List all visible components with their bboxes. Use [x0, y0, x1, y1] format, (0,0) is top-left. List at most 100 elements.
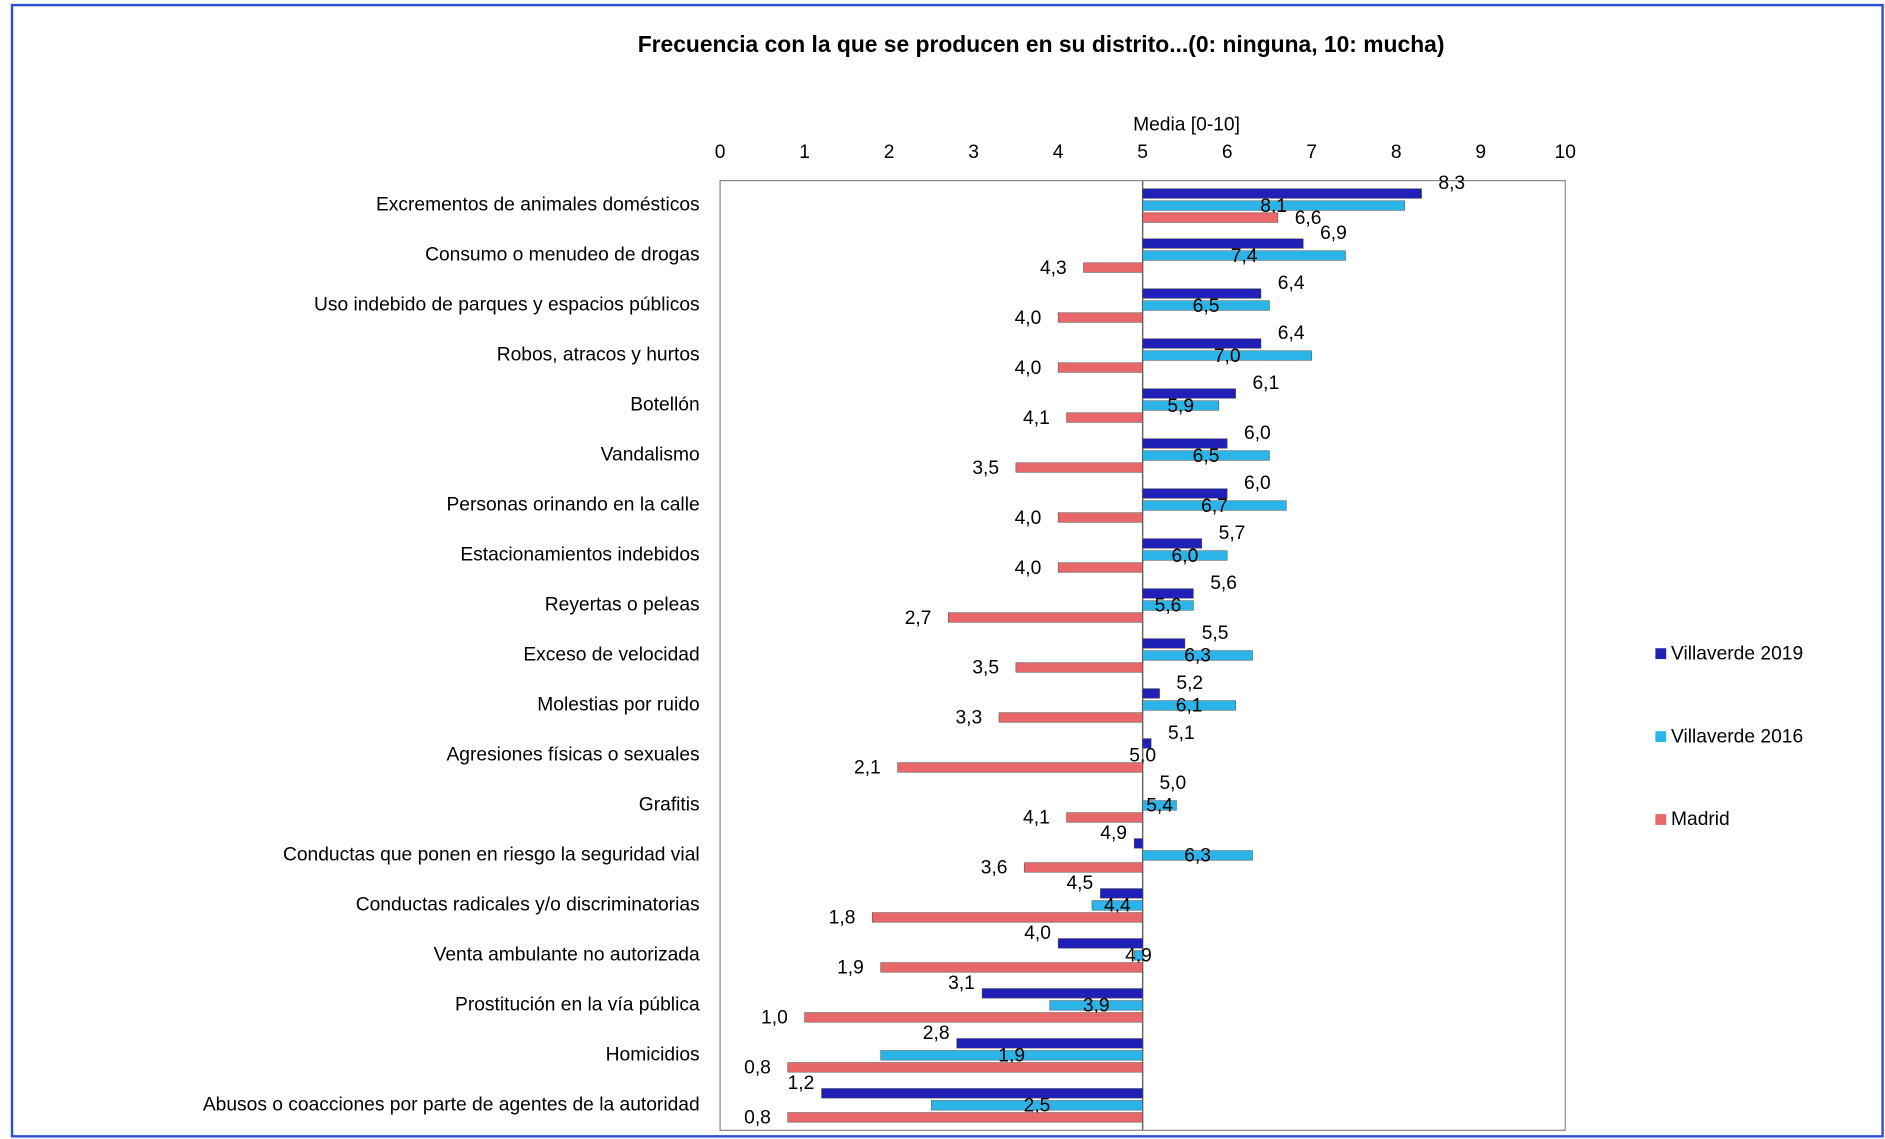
- x-tick-label: 10: [1555, 142, 1576, 163]
- bar: [1142, 600, 1194, 611]
- bar: [1057, 512, 1143, 523]
- bar: [1142, 300, 1270, 311]
- data-label: 4,0: [1015, 558, 1042, 579]
- data-label: 6,3: [1184, 846, 1211, 867]
- bar: [1142, 238, 1304, 249]
- bar: [998, 712, 1143, 723]
- bar: [1142, 200, 1405, 211]
- y-tick-label: Conductas que ponen en riesgo la segurid…: [283, 844, 700, 865]
- data-label: 4,0: [1015, 508, 1042, 529]
- data-label: 3,6: [981, 858, 1008, 879]
- data-label: 6,5: [1193, 296, 1220, 317]
- x-tick-label: 9: [1475, 142, 1486, 163]
- data-label: 5,0: [1159, 773, 1186, 794]
- bar: [1142, 700, 1236, 711]
- bar: [1015, 462, 1143, 473]
- y-tick-label: Venta ambulante no autorizada: [434, 944, 700, 965]
- data-label: 2,8: [923, 1023, 950, 1044]
- data-label: 6,0: [1244, 423, 1271, 444]
- y-tick-label: Botellón: [630, 395, 699, 416]
- data-label: 5,7: [1219, 523, 1246, 544]
- data-label: 6,0: [1172, 546, 1199, 567]
- bar: [1100, 888, 1143, 899]
- x-tick-label: 3: [968, 142, 979, 163]
- data-label: 8,1: [1260, 196, 1287, 217]
- data-label: 6,1: [1252, 373, 1279, 394]
- data-label: 7,0: [1214, 346, 1241, 367]
- data-label: 6,6: [1295, 208, 1322, 229]
- bar: [1057, 562, 1143, 573]
- data-label: 6,4: [1278, 273, 1305, 294]
- data-label: 0,8: [744, 1058, 771, 1079]
- data-label: 1,2: [788, 1073, 815, 1094]
- data-label: 3,5: [972, 658, 999, 679]
- data-label: 4,9: [1100, 823, 1127, 844]
- data-label: 2,5: [1024, 1096, 1051, 1117]
- bar: [1083, 262, 1143, 273]
- data-label: 1,0: [761, 1008, 788, 1029]
- data-label: 2,1: [854, 758, 881, 779]
- data-label: 4,3: [1040, 258, 1067, 279]
- bar: [880, 962, 1143, 973]
- x-tick-label: 6: [1222, 142, 1233, 163]
- data-label: 6,0: [1244, 473, 1271, 494]
- data-label: 3,9: [1083, 996, 1110, 1017]
- x-tick-label: 0: [715, 142, 726, 163]
- bar: [956, 1038, 1143, 1049]
- x-tick-label: 7: [1306, 142, 1317, 163]
- bar: [1091, 900, 1143, 911]
- y-tick-label: Excrementos de animales domésticos: [376, 195, 700, 216]
- x-tick-label: 2: [884, 142, 895, 163]
- data-label: 2,7: [905, 608, 932, 629]
- bar: [1142, 488, 1228, 499]
- chart-title: Frecuencia con la que se producen en su …: [638, 31, 1445, 57]
- bar: [1057, 362, 1143, 373]
- bar: [1142, 212, 1279, 223]
- bar: [1142, 450, 1270, 461]
- bar: [948, 612, 1143, 623]
- data-label: 6,4: [1278, 323, 1305, 344]
- y-tick-label: Agresiones físicas o sexuales: [446, 745, 699, 766]
- data-label: 1,9: [998, 1046, 1025, 1067]
- y-tick-label: Estacionamientos indebidos: [460, 545, 699, 566]
- bar: [1142, 188, 1422, 199]
- bar: [1142, 650, 1253, 661]
- bar: [1142, 388, 1236, 399]
- frame: [10, 3, 1884, 1138]
- y-tick-label: Exceso de velocidad: [523, 645, 699, 666]
- bar: [1142, 500, 1287, 511]
- bar: [1142, 738, 1152, 749]
- bar: [1015, 662, 1143, 673]
- data-label: 4,4: [1104, 896, 1131, 917]
- bar: [1024, 862, 1143, 873]
- bar: [1057, 938, 1143, 949]
- bar: [1142, 638, 1186, 649]
- data-label: 5,0: [1129, 746, 1156, 767]
- y-tick-label: Consumo o menudeo de drogas: [425, 245, 700, 266]
- y-tick-label: Homicidios: [606, 1044, 700, 1065]
- y-tick-label: Prostitución en la vía pública: [455, 994, 700, 1015]
- data-label: 6,5: [1193, 446, 1220, 467]
- bar: [1142, 400, 1219, 411]
- data-label: 6,9: [1320, 223, 1347, 244]
- bar: [981, 988, 1143, 999]
- legend-label: Villaverde 2016: [1671, 726, 1803, 747]
- data-label: 3,5: [972, 458, 999, 479]
- bar: [1142, 800, 1177, 811]
- y-tick-label: Vandalismo: [601, 445, 700, 466]
- x-tick-label: 4: [1053, 142, 1064, 163]
- data-label: 4,5: [1066, 873, 1093, 894]
- y-tick-label: Reyertas o peleas: [545, 595, 700, 616]
- y-tick-label: Robos, atracos y hurtos: [497, 345, 700, 366]
- data-label: 5,5: [1202, 623, 1229, 644]
- bar: [1049, 1000, 1143, 1011]
- bar: [1142, 250, 1346, 261]
- y-tick-label: Personas orinando en la calle: [446, 495, 699, 516]
- data-label: 6,7: [1201, 496, 1228, 517]
- bar: [1142, 688, 1160, 699]
- data-label: 4,1: [1023, 408, 1050, 429]
- bar: [1142, 850, 1253, 861]
- bar: [1142, 538, 1203, 549]
- bar: [787, 1112, 1143, 1123]
